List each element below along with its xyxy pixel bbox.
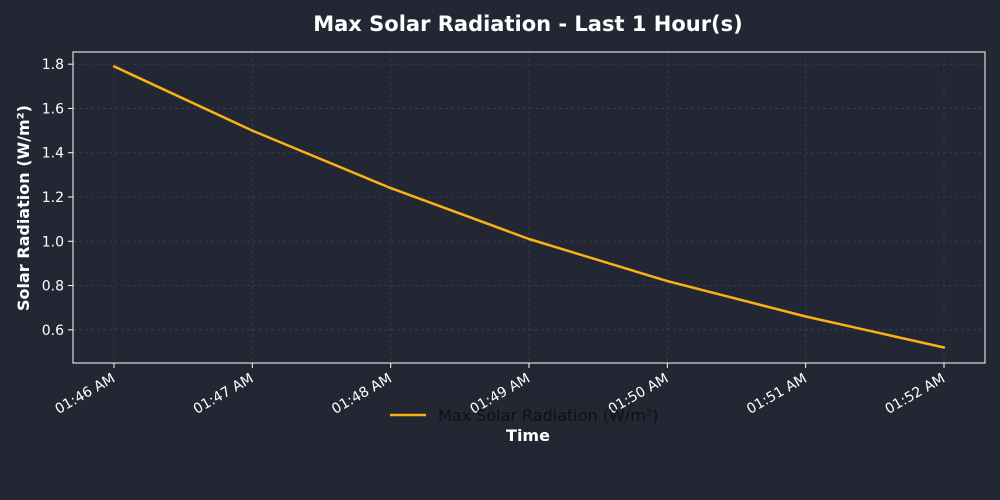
x-tick-label: 01:51 AM <box>744 371 810 418</box>
data-point <box>666 279 669 283</box>
x-tick-label: 01:48 AM <box>329 371 395 418</box>
legend: Max Solar Radiation (W/m²) <box>390 406 658 425</box>
data-point <box>527 237 531 241</box>
data-point <box>942 346 946 349</box>
y-tick-label: 1.2 <box>42 190 64 206</box>
x-tick-label: 01:52 AM <box>882 371 948 418</box>
data-point <box>804 315 807 318</box>
series-layer <box>112 65 946 349</box>
x-tick-label: 01:47 AM <box>191 371 257 418</box>
data-point <box>389 186 392 190</box>
x-axis-label: Time <box>506 426 550 445</box>
legend-label: Max Solar Radiation (W/m²) <box>438 406 658 425</box>
chart-title: Max Solar Radiation - Last 1 Hour(s) <box>313 12 743 36</box>
y-tick-label: 1.6 <box>42 101 64 117</box>
y-tick-label: 0.8 <box>42 279 64 295</box>
data-point <box>251 129 254 132</box>
y-tick-label: 1.8 <box>42 57 64 73</box>
y-axis-ticks: 0.6 0.8 1.0 1.2 1.4 1.6 1.8 <box>42 57 73 339</box>
y-tick-label: 1.0 <box>42 234 64 250</box>
y-tick-label: 1.4 <box>42 146 64 162</box>
x-tick-label: 01:46 AM <box>52 371 118 418</box>
y-tick-label: 0.6 <box>42 323 64 339</box>
grid-lines <box>73 52 985 363</box>
y-axis-label: Solar Radiation (W/m²) <box>14 105 33 311</box>
data-point <box>112 65 116 68</box>
